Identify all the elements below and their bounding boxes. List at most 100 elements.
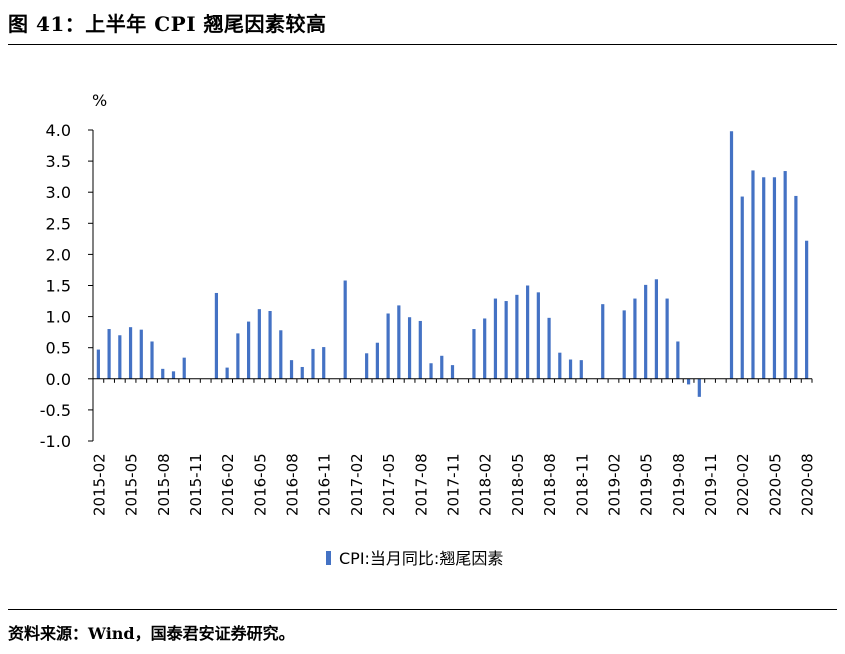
bar-2019-05 (644, 284, 648, 379)
x-tick-label: 2019-05 (638, 453, 656, 516)
x-tick-label: 2015-05 (123, 453, 141, 516)
x-tick-label: 2019-02 (605, 453, 623, 516)
bar-2019-03 (622, 310, 626, 379)
bottom-divider (8, 609, 837, 610)
bar-2017-05 (386, 313, 390, 379)
bar-2019-04 (633, 298, 637, 379)
bar-2018-08 (547, 317, 551, 379)
bar-2020-05 (772, 177, 777, 379)
bar-2020-07 (794, 195, 798, 379)
bar-2018-11 (579, 360, 583, 379)
x-tick-label: 2017-11 (445, 453, 463, 516)
bar-2018-07 (536, 292, 540, 379)
bar-2018-02 (483, 318, 487, 379)
x-tick-label: 2016-05 (251, 453, 269, 516)
bar-2016-02 (225, 367, 229, 379)
x-tick-label: 2019-11 (702, 453, 720, 516)
x-tick-label: 2017-05 (380, 453, 398, 516)
bar-2016-05 (257, 309, 261, 379)
x-tick-label: 2018-08 (541, 453, 559, 516)
bar-2020-06 (783, 171, 787, 379)
bar-2015-10 (182, 357, 186, 379)
y-unit-label: % (92, 91, 107, 110)
bar-2016-10 (311, 348, 315, 379)
y-tick-label: 2.0 (46, 245, 71, 264)
bar-2018-01 (472, 329, 476, 379)
bar-2019-01 (601, 304, 605, 379)
y-tick-label: 1.0 (46, 308, 71, 327)
y-tick-label: -0.5 (40, 401, 71, 420)
y-tick-label: 3.0 (46, 183, 71, 202)
x-tick-label: 2015-08 (155, 453, 173, 516)
y-tick-label: 2.5 (46, 214, 71, 233)
bar-2015-06 (139, 329, 143, 379)
bar-2016-01 (214, 292, 219, 379)
bar-2019-09 (686, 378, 691, 385)
y-tick-label: 3.5 (46, 152, 71, 171)
bar-2016-03 (236, 333, 240, 379)
bar-2019-10 (697, 378, 701, 397)
bar-2015-08 (161, 368, 165, 379)
bar-2017-09 (429, 363, 433, 379)
bar-2017-04 (375, 342, 379, 379)
bar-2017-01 (343, 280, 347, 379)
figure-title: 图 41：上半年 CPI 翘尾因素较高 (8, 12, 327, 36)
x-tick-label: 2017-08 (412, 453, 430, 516)
x-tick-label: 2015-02 (90, 453, 108, 516)
bar-2016-04 (247, 321, 251, 379)
bar-2020-04 (762, 177, 766, 379)
bar-2018-10 (568, 359, 573, 379)
bar-2018-03 (493, 298, 498, 379)
legend-label: CPI:当月同比:翘尾因素 (339, 549, 503, 568)
x-tick-label: 2019-08 (670, 453, 688, 516)
bar-2016-06 (268, 311, 272, 379)
x-tick-label: 2016-08 (284, 453, 302, 516)
x-tick-label: 2018-11 (573, 453, 591, 516)
bar-2020-03 (751, 170, 755, 379)
bar-2019-07 (665, 298, 669, 379)
x-tick-label: 2018-05 (509, 453, 527, 516)
bar-2017-06 (397, 305, 401, 379)
bar-2019-08 (676, 341, 680, 379)
x-axis: 2015-02 2015-05 2015-08 2015-11 2016-02 2016-… (90, 453, 816, 516)
y-tick-label: 0.0 (46, 370, 71, 389)
bar-2015-07 (150, 341, 154, 379)
legend: CPI:当月同比:翘尾因素 (326, 549, 503, 568)
y-axis: 4.0 3.5 3.0 2.5 2.0 1.5 1.0 0.5 0.0 -0.5 -1.0 (40, 121, 93, 451)
bar-2015-09 (171, 371, 176, 379)
bar-2020-01 (729, 131, 734, 379)
legend-swatch (326, 551, 331, 565)
bar-2019-06 (654, 279, 658, 379)
x-tick-label: 2020-05 (766, 453, 784, 516)
bar-2016-09 (300, 366, 304, 379)
source-note: 资料来源：Wind，国泰君安证券研究。 (8, 624, 295, 643)
bar-2017-11 (450, 365, 455, 379)
x-tick-label: 2020-02 (734, 453, 752, 516)
x-tick-label: 2016-11 (316, 453, 334, 516)
bar-2018-06 (526, 285, 530, 379)
y-tick-label: 4.0 (46, 121, 71, 140)
bar-2016-11 (322, 347, 326, 379)
bar-2015-03 (107, 329, 111, 379)
y-tick-label: 1.5 (46, 277, 71, 296)
bar-2015-04 (118, 335, 122, 379)
bar-2018-09 (558, 352, 562, 379)
bar-2015-02 (96, 349, 100, 379)
y-tick-label: -1.0 (40, 432, 71, 451)
bar-2016-07 (279, 330, 283, 379)
bar-2017-03 (365, 353, 369, 379)
bar-2018-04 (504, 301, 508, 379)
bar-2018-05 (515, 294, 519, 379)
x-tick-label: 2017-02 (348, 453, 366, 516)
axes (92, 130, 813, 441)
x-tick-label: 2020-08 (799, 453, 817, 516)
y-tick-label: 0.5 (46, 339, 71, 358)
bar-2017-08 (418, 320, 422, 379)
bar-2016-08 (289, 360, 294, 379)
x-tick-label: 2018-02 (477, 453, 495, 516)
bar-2020-02 (740, 196, 744, 379)
x-tick-label: 2016-02 (219, 453, 237, 516)
bar-series (96, 131, 809, 397)
